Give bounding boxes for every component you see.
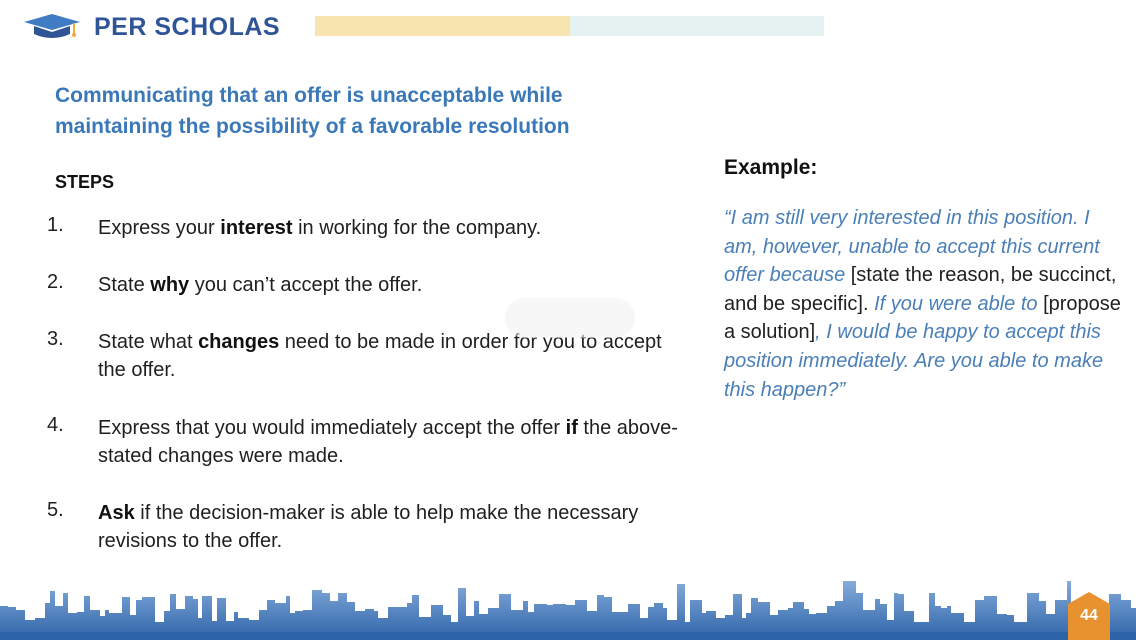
step-text-bold: Ask <box>98 502 135 524</box>
video-controls-overlay <box>505 298 635 338</box>
per-scholas-logo: PER SCHOLAS <box>22 10 292 44</box>
quote-placeholder: [propose a solution] <box>724 292 1121 344</box>
logo-text: PER SCHOLAS <box>94 13 281 41</box>
step-number: 3. <box>47 328 64 350</box>
step-number: 4. <box>47 414 64 436</box>
header-accent-bar <box>315 16 570 36</box>
quote-italic: “I am still very interested in this posi… <box>724 207 1100 287</box>
page-number-badge <box>1068 592 1110 640</box>
step-text-part: the above-stated changes were made. <box>98 417 678 467</box>
step-text: Express your interest in working for the… <box>98 214 678 242</box>
step-text-part: if the decision-maker is able to help ma… <box>98 502 639 552</box>
step-text-bold: if <box>565 417 578 439</box>
example-quote: “I am still very interested in this posi… <box>724 204 1124 404</box>
step-number: 2. <box>47 271 64 293</box>
step-number: 1. <box>47 214 64 236</box>
step-number: 5. <box>47 499 64 521</box>
graduation-cap-icon <box>24 14 80 38</box>
step-text: Express that you would immediately accep… <box>98 414 678 470</box>
step-text-part: Express your <box>98 217 221 239</box>
step-text-part: State what <box>98 331 199 353</box>
step-text-part: State <box>98 274 151 296</box>
header-accent-bar <box>570 16 824 36</box>
step-text-bold: interest <box>220 217 293 239</box>
step-text-part: Express that you would immediately accep… <box>98 417 566 439</box>
quote-placeholder: [state the reason, be succinct, and be s… <box>724 264 1117 315</box>
page-number: 44 <box>1080 607 1098 624</box>
step-text-part: you can’t accept the offer. <box>189 274 423 296</box>
step-text: Ask if the decision-maker is able to hel… <box>98 499 678 555</box>
quote-italic: , I would be happy to accept this positi… <box>724 321 1104 401</box>
city-skyline-footer <box>0 574 1136 640</box>
example-heading: Example: <box>724 156 818 179</box>
slide-header: PER SCHOLAS <box>0 0 1136 56</box>
step-text: State why you can’t accept the offer. <box>98 271 678 299</box>
step-text-bold: why <box>150 274 190 296</box>
steps-heading: STEPS <box>55 172 115 192</box>
step-text-bold: changes <box>198 331 280 353</box>
subtitle-line: Communicating that an offer is unaccepta… <box>55 84 563 107</box>
slide-subtitle: Communicating that an offer is unaccepta… <box>55 80 675 142</box>
step-text-part: in working for the company. <box>292 217 542 239</box>
subtitle-line: maintaining the possibility of a favorab… <box>55 115 570 138</box>
quote-italic: If you were able to <box>874 292 1044 315</box>
